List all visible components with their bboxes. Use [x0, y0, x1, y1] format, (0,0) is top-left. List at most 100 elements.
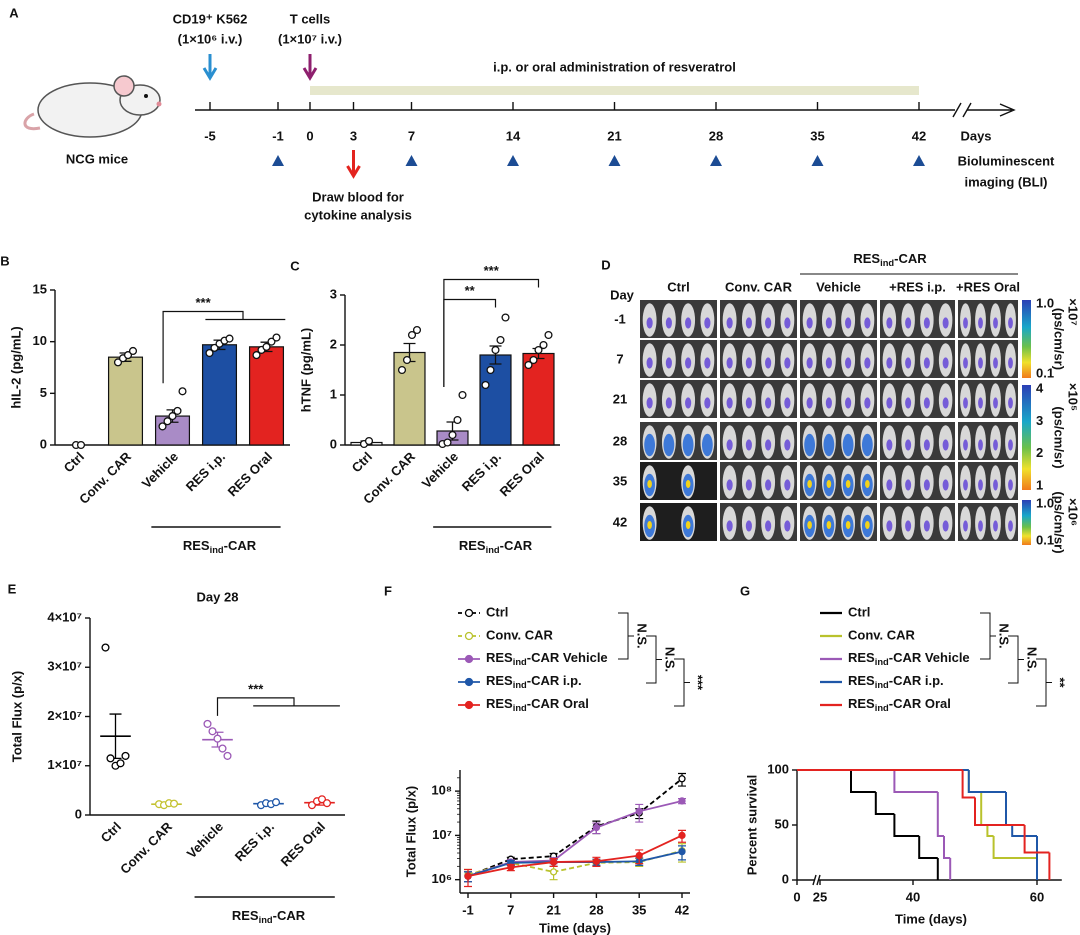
significance-label: ***	[484, 263, 500, 278]
signal-blob	[704, 357, 711, 369]
legend-label: RESind-CAR Oral	[486, 696, 589, 713]
signal-blob	[823, 433, 835, 457]
data-point	[116, 759, 125, 768]
text-part: ind	[486, 545, 500, 555]
data-point	[121, 751, 130, 760]
data-point	[443, 438, 452, 447]
text-part: RES	[232, 908, 259, 923]
signal-blob	[1008, 439, 1013, 451]
signal-blob	[765, 479, 772, 491]
y-tick-label: 3×10⁷	[47, 659, 82, 674]
panel-label: C	[290, 258, 300, 273]
column-header: Ctrl	[667, 279, 689, 294]
timeline-tick-label: -5	[204, 128, 216, 143]
bli-label: imaging (BLI)	[964, 174, 1047, 189]
series-line	[467, 778, 683, 878]
event-arrow	[202, 54, 218, 81]
signal-blob	[806, 397, 813, 409]
colorbar-unit: (ps/cm/sr)	[1052, 491, 1067, 553]
signal-blob	[942, 397, 949, 409]
signal-blob	[726, 520, 733, 532]
data-point	[210, 343, 219, 352]
data-point	[529, 355, 538, 365]
text-part: -CAR Oral	[527, 696, 589, 711]
x-axis-label: Time (days)	[895, 911, 967, 926]
signal-blob	[886, 520, 893, 532]
panel-label: F	[384, 583, 392, 598]
data-point	[272, 333, 281, 342]
data-point	[524, 360, 533, 370]
data-point	[458, 390, 467, 400]
signal-blob	[665, 357, 672, 369]
survival-step	[967, 770, 1006, 793]
survival-step	[893, 770, 938, 793]
text-part: RES	[848, 696, 875, 711]
bar	[393, 351, 426, 446]
text-part: ind	[259, 915, 273, 925]
colorbar-tick-label: 4	[1036, 380, 1044, 395]
y-tick-label: 0	[330, 436, 337, 451]
y-tick-label: 0	[75, 806, 82, 821]
signal-blob	[923, 397, 930, 409]
signal-blob	[978, 397, 983, 409]
data-point	[173, 406, 182, 415]
signal-blob	[886, 397, 893, 409]
survival-step	[850, 770, 876, 793]
mouse-icon	[23, 75, 162, 138]
day-label: 21	[613, 391, 627, 406]
y-tick-label: 15	[33, 281, 47, 296]
x-tick-label: 28	[589, 902, 603, 917]
timeline-tick-label: 42	[912, 128, 926, 143]
signal-blob	[784, 317, 791, 329]
survival-step	[893, 814, 920, 837]
data-point	[271, 798, 281, 807]
signal-blob	[726, 397, 733, 409]
significance-bracket	[674, 658, 690, 707]
signal-blob	[825, 397, 832, 409]
signal-blob	[745, 317, 752, 329]
x-tick-label: 40	[906, 889, 920, 904]
signal-blob	[942, 520, 949, 532]
data-point	[678, 831, 686, 840]
signal-blob	[784, 479, 791, 491]
legend-label: Ctrl	[848, 604, 870, 619]
legend-label: Conv. CAR	[486, 627, 554, 642]
bli-triangle	[272, 155, 284, 166]
axis-label: Days	[960, 128, 991, 143]
significance-label: ***	[248, 681, 264, 696]
mouse-eye	[144, 94, 148, 98]
signal-blob	[845, 357, 852, 369]
y-tick-label: 2×10⁷	[47, 708, 82, 723]
y-axis-label: hTNF (pg/mL)	[298, 328, 313, 412]
signal-blob	[765, 397, 772, 409]
signal-blob	[784, 439, 791, 451]
signal-blob	[923, 520, 930, 532]
significance-label: ***	[195, 295, 211, 310]
signal-blob	[663, 433, 675, 457]
text-part: -CAR i.p.	[889, 673, 944, 688]
bar	[479, 354, 512, 446]
text-part: ind	[513, 703, 527, 713]
survival-step	[1023, 825, 1050, 854]
column-header: Conv. CAR	[725, 279, 793, 294]
event-label: (1×10⁷ i.v.)	[278, 31, 342, 46]
significance-bracket	[1036, 658, 1052, 707]
data-point	[549, 858, 558, 866]
significance-label: N.S.	[997, 623, 1012, 648]
data-point	[208, 727, 217, 736]
signal-blob	[963, 520, 968, 532]
signal-blob	[942, 439, 949, 451]
blood-label: cytokine analysis	[304, 207, 412, 222]
bar	[201, 344, 238, 446]
survival-step	[943, 836, 951, 859]
significance-label: N.S.	[663, 647, 678, 672]
data-point	[549, 868, 558, 876]
legend-marker	[464, 677, 474, 687]
significance-bracket	[980, 612, 996, 660]
y-tick-label: 3	[330, 286, 337, 301]
timeline-tick-label: 35	[810, 128, 824, 143]
day-label: 28	[613, 433, 627, 448]
signal-blob	[726, 439, 733, 451]
legend-marker	[464, 654, 474, 664]
bli-label: Bioluminescent	[958, 153, 1055, 168]
